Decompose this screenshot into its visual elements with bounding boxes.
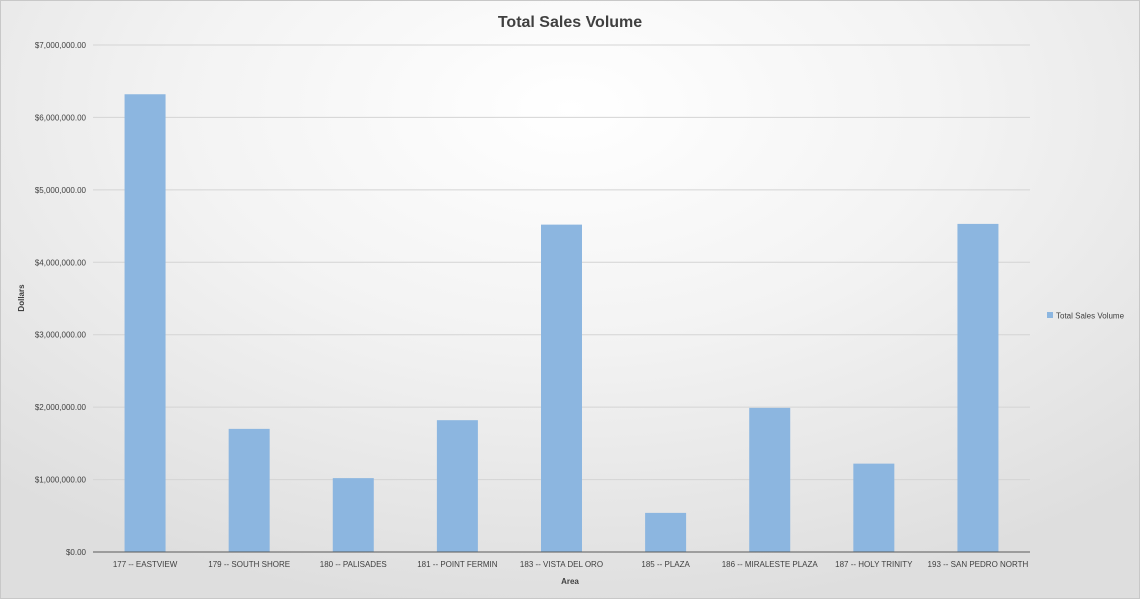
y-tick-label: $7,000,000.00: [35, 41, 87, 50]
bar: [853, 463, 895, 552]
bar: [332, 478, 374, 552]
x-tick-label: 181 -- POINT FERMIN: [417, 560, 498, 569]
y-tick-label: $5,000,000.00: [35, 186, 87, 195]
legend-swatch: [1047, 312, 1053, 318]
bars: [124, 94, 999, 553]
y-tick-label: $0.00: [66, 548, 87, 557]
bar: [228, 428, 270, 552]
x-tick-label: 193 -- SAN PEDRO NORTH: [928, 560, 1029, 569]
legend-label: Total Sales Volume: [1056, 312, 1125, 321]
legend: Total Sales Volume: [1047, 312, 1125, 321]
bar: [436, 420, 478, 552]
bar: [957, 223, 999, 553]
y-tick-label: $1,000,000.00: [35, 476, 87, 485]
y-axis-tick-labels: $0.00 $1,000,000.00 $2,000,000.00 $3,000,00…: [35, 41, 87, 557]
chart-title: Total Sales Volume: [498, 14, 642, 31]
x-tick-label: 180 -- PALISADES: [320, 560, 387, 569]
x-axis-tick-labels: 177 -- EASTVIEW 179 -- SOUTH SHORE 180 -- …: [113, 560, 1029, 569]
bar: [749, 407, 791, 552]
x-tick-label: 179 -- SOUTH SHORE: [208, 560, 290, 569]
x-axis-title: Area: [561, 577, 579, 586]
x-tick-label: 187 -- HOLY TRINITY: [835, 560, 913, 569]
x-tick-label: 177 -- EASTVIEW: [113, 560, 178, 569]
x-tick-label: 186 -- MIRALESTE PLAZA: [722, 560, 819, 569]
y-axis-title: Dollars: [17, 284, 26, 312]
bar: [124, 94, 166, 552]
bar: [541, 224, 582, 552]
x-tick-label: 185 -- PLAZA: [641, 560, 690, 569]
y-tick-label: $3,000,000.00: [35, 331, 87, 340]
y-tick-label: $4,000,000.00: [35, 258, 87, 267]
bar: [645, 512, 687, 552]
y-tick-label: $6,000,000.00: [35, 113, 87, 122]
x-tick-label: 183 -- VISTA DEL ORO: [520, 560, 603, 569]
y-tick-label: $2,000,000.00: [35, 403, 87, 412]
